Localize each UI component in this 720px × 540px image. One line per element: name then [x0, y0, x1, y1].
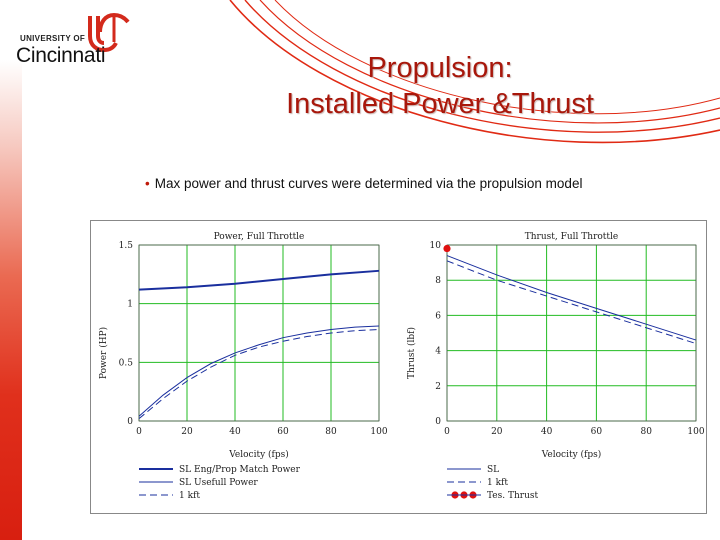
- chart2-legend-label: 1 kft: [487, 478, 508, 488]
- chart2-series-point: [443, 244, 451, 253]
- university-logo: UNIVERSITY OF Cincinnati: [16, 12, 140, 72]
- slide-title-line-2: Installed Power &Thrust: [286, 88, 594, 120]
- bullet-dot-icon: •: [145, 176, 150, 191]
- chart2-x-tick-label: 20: [491, 427, 503, 437]
- chart1-legend-label: SL Usefull Power: [179, 478, 258, 488]
- decorative-arcs: [229, 0, 720, 144]
- chart2-x-tick-label: 100: [687, 427, 704, 437]
- bullet-text: Max power and thrust curves were determi…: [154, 176, 583, 191]
- chart-frame: Power, Full Throttle 0 20 40 60 80 100 0 0.5 1 1.5…: [90, 220, 707, 514]
- chart2-legend-label: SL: [487, 465, 499, 475]
- chart2-y-tick-label: 0: [435, 417, 441, 427]
- chart1-y-tick-label: 1: [127, 300, 133, 310]
- chart1-legend-label: SL Eng/Prop Match Power: [179, 465, 301, 475]
- chart2-x-tick-label: 0: [444, 427, 450, 437]
- left-decorative-strip: [0, 60, 22, 540]
- slide-title-line-1: Propulsion:: [367, 52, 513, 84]
- chart1-x-tick-label: 20: [181, 427, 193, 437]
- chart2-x-axis-label: Velocity (fps): [541, 449, 602, 460]
- chart1-x-tick-label: 0: [136, 427, 142, 437]
- chart1-plot-area: [138, 244, 380, 422]
- chart2-x-tick-label: 60: [591, 427, 603, 437]
- chart1-title: Power, Full Throttle: [214, 232, 305, 242]
- uc-logo-mark: [88, 12, 130, 53]
- chart2-y-tick-label: 6: [435, 311, 441, 321]
- chart2-x-tick-label: 80: [640, 427, 652, 437]
- chart2-y-tick-label: 8: [435, 276, 441, 286]
- bullet-point: • Max power and thrust curves were determ…: [145, 176, 705, 191]
- chart1-legend-label: 1 kft: [179, 491, 200, 501]
- chart1-y-tick-label: 0.5: [119, 358, 134, 368]
- chart2-series-line: [446, 260, 697, 345]
- chart2-y-tick-label: 2: [435, 382, 441, 392]
- slide-title: Propulsion: Installed Power &Thrust: [180, 50, 700, 122]
- chart2-series-line: [446, 255, 697, 341]
- chart1-series-line: [138, 328, 380, 420]
- chart1-x-tick-label: 80: [325, 427, 337, 437]
- chart2-x-tick-label: 40: [541, 427, 553, 437]
- chart1-x-tick-label: 40: [229, 427, 241, 437]
- logo-cincinnati: Cincinnati: [16, 44, 106, 67]
- chart1-y-tick-label: 0: [127, 417, 133, 427]
- chart2-plot-area: [446, 244, 697, 422]
- chart1-series-line: [138, 269, 380, 291]
- chart2-y-axis-label: Thrust (lbf): [406, 327, 417, 379]
- chart1-x-tick-label: 100: [370, 427, 387, 437]
- chart2-title: Thrust, Full Throttle: [525, 232, 618, 242]
- chart2-y-tick-label: 10: [430, 241, 442, 251]
- chart1-x-axis-label: Velocity (fps): [228, 449, 289, 460]
- logo-university-of: UNIVERSITY OF: [20, 34, 86, 43]
- chart2-y-tick-label: 4: [435, 347, 441, 357]
- chart1-x-tick-label: 60: [277, 427, 289, 437]
- chart2-legend-label: Tes. Thrust: [487, 491, 538, 501]
- chart1-y-tick-label: 1.5: [119, 241, 134, 251]
- chart1-series-line: [138, 325, 380, 417]
- chart1-y-axis-label: Power (HP): [98, 327, 109, 379]
